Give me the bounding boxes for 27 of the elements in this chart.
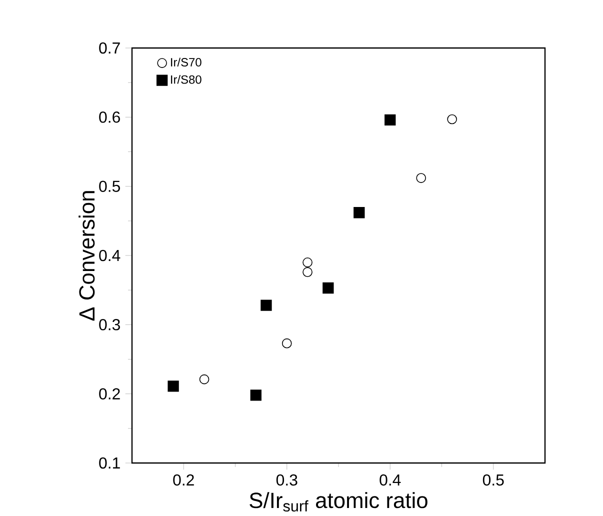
point xyxy=(302,267,312,278)
point xyxy=(384,114,396,126)
y-tick-label: 0.4 xyxy=(99,250,120,262)
y-tick-label: 0.1 xyxy=(99,457,120,469)
y-tick-label: 0.5 xyxy=(99,180,120,192)
y-tick-label: 0.7 xyxy=(99,42,120,54)
point xyxy=(199,374,210,384)
point xyxy=(250,390,262,401)
point xyxy=(260,300,272,311)
x-tick-label: 0.3 xyxy=(276,474,298,486)
point xyxy=(447,114,457,124)
x-tick-label: 0.2 xyxy=(173,474,194,486)
y-tick-label: 0.3 xyxy=(99,319,120,330)
x-tick-label: 0.4 xyxy=(380,474,401,486)
x-tick-label: 0.5 xyxy=(482,474,504,486)
point xyxy=(416,173,426,183)
point xyxy=(168,380,179,392)
point xyxy=(354,207,365,218)
legend-label: Ir/S80 xyxy=(171,75,202,84)
point xyxy=(282,338,292,348)
y-tick-label: 0.2 xyxy=(99,388,120,400)
y-tick-label: 0.6 xyxy=(99,112,120,123)
x-axis-title: S/Ir$_{surf}$ atomic ratio xyxy=(250,492,428,512)
y-axis-title: Δ Conversion xyxy=(78,191,95,321)
point xyxy=(322,282,334,294)
legend-label: Ir/S70 xyxy=(171,58,202,67)
point xyxy=(302,258,312,268)
